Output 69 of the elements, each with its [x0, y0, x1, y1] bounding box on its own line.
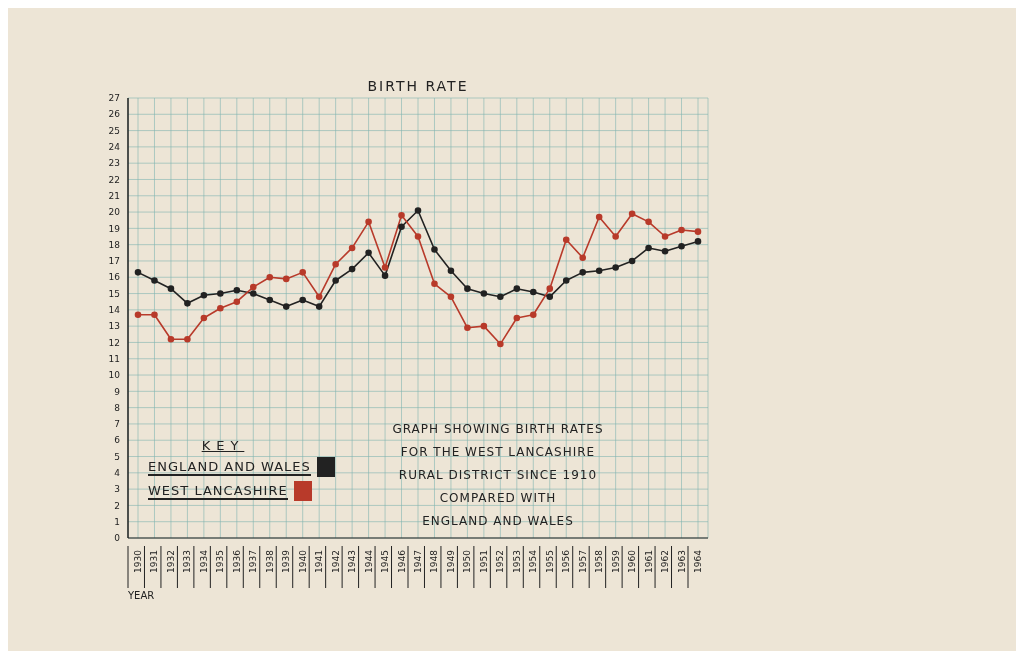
- y-tick-label: 17: [108, 256, 120, 267]
- y-tick-label: 22: [108, 174, 120, 185]
- x-tick-label: 1962: [660, 550, 671, 573]
- x-tick-label: 1957: [577, 550, 588, 573]
- x-axis-title: YEAR: [128, 590, 155, 601]
- x-tick-label: 1960: [627, 549, 638, 573]
- y-tick-label: 15: [108, 288, 120, 299]
- x-tick-label: 1953: [511, 550, 522, 573]
- y-tick-label: 19: [108, 223, 121, 234]
- x-tick-label: 1941: [314, 550, 325, 573]
- x-tick-label: 1949: [445, 549, 456, 573]
- x-tick-label: 1948: [429, 549, 440, 573]
- x-tick-label: 1942: [330, 550, 341, 573]
- x-tick-label: 1954: [528, 549, 539, 573]
- x-tick-label: 1945: [380, 550, 391, 573]
- y-tick-label: 6: [114, 435, 121, 446]
- x-tick-label: 1959: [610, 549, 621, 573]
- x-tick-label: 1956: [561, 549, 572, 573]
- x-tick-label: 1937: [248, 550, 259, 573]
- y-tick-label: 4: [114, 468, 121, 479]
- chart-title: BIRTH RATE: [366, 78, 470, 94]
- annotation: GRAPH SHOWING BIRTH RATES FOR THE WEST LANCASHIRE RURAL DISTRICT SINCE 1910 COMPARED WITH ENGLAND AND WALES: [391, 421, 605, 530]
- x-tick-label: 1943: [347, 550, 358, 573]
- x-tick-label: 1931: [149, 550, 160, 573]
- y-tick-label: 24: [108, 142, 121, 153]
- y-tick-label: 27: [108, 93, 120, 104]
- x-tick-label: 1930: [133, 549, 143, 573]
- x-tick-label: 1958: [594, 549, 605, 573]
- x-tick-label: 1939: [281, 549, 292, 573]
- y-tick-label: 9: [114, 386, 121, 397]
- y-tick-label: 8: [114, 402, 121, 413]
- y-tick-label: 18: [108, 239, 121, 250]
- x-tick-label: 1946: [396, 549, 407, 573]
- legend-title: KEY: [200, 438, 246, 453]
- y-tick-label: 3: [114, 484, 120, 495]
- x-tick-label: 1944: [363, 549, 374, 573]
- x-tick-label: 1952: [495, 550, 506, 573]
- x-tick-label: 1938: [264, 549, 275, 573]
- legend-label: WEST LANCASHIRE: [148, 482, 288, 500]
- x-tick-label: 1935: [215, 550, 226, 573]
- y-tick-label: 13: [108, 321, 120, 332]
- x-tick-label: 1955: [544, 550, 555, 573]
- y-tick-label: 16: [108, 272, 121, 283]
- y-tick-label: 21: [108, 190, 120, 201]
- y-tick-label: 7: [114, 419, 120, 430]
- y-tick-label: 23: [108, 158, 120, 169]
- x-tick-label: 1947: [413, 550, 423, 573]
- x-tick-label: 1940: [297, 549, 308, 573]
- x-tick-label: 1951: [478, 550, 489, 573]
- y-tick-label: 26: [108, 109, 121, 120]
- y-tick-label: 1: [114, 516, 120, 527]
- x-tick-label: 1933: [182, 550, 193, 573]
- y-tick-label: 14: [108, 305, 121, 316]
- x-tick-label: 1934: [198, 549, 209, 573]
- y-tick-label: 11: [108, 353, 120, 364]
- y-tick-label: 20: [108, 207, 121, 218]
- legend-label: ENGLAND AND WALES: [148, 458, 311, 476]
- x-tick-label: 1932: [165, 550, 176, 573]
- y-tick-label: 2: [114, 500, 120, 511]
- y-tick-label: 12: [108, 337, 120, 348]
- x-tick-label: 1961: [643, 550, 654, 573]
- y-tick-label: 10: [108, 370, 121, 381]
- y-tick-label: 25: [108, 125, 120, 136]
- y-tick-label: 5: [114, 451, 120, 462]
- y-tick-label: 0: [114, 533, 121, 544]
- x-tick-label: 1963: [676, 550, 687, 573]
- x-tick-label: 1964: [693, 549, 703, 573]
- x-tick-label: 1950: [462, 549, 473, 573]
- x-tick-label: 1936: [231, 549, 242, 573]
